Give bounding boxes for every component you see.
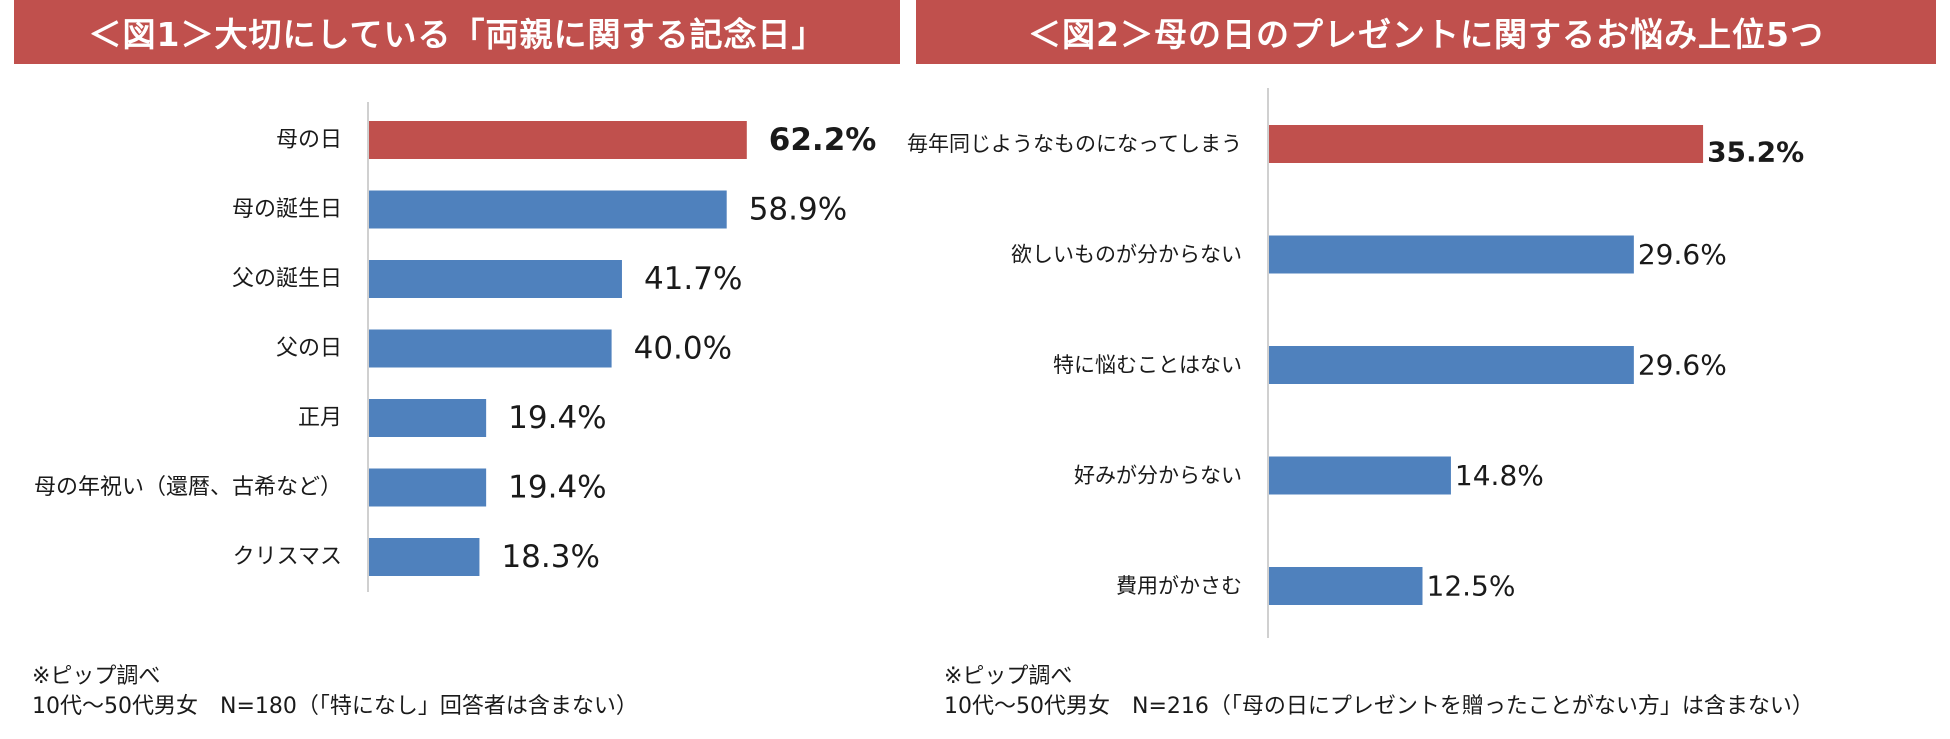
chart-1-bar-3: [368, 329, 612, 368]
chart-1-category-label-6: クリスマス: [233, 545, 342, 570]
chart-2-value-label-2: 29.6%: [1638, 349, 1727, 382]
chart-2-category-label-2: 特に悩むことはない: [1053, 353, 1242, 377]
chart-2-value-label-1: 29.6%: [1638, 238, 1727, 271]
chart-2-bar-1: [1268, 235, 1634, 274]
chart-2-title-banner: ＜図2＞母の日のプレゼントに関するお悩み上位5つ: [916, 0, 1936, 64]
chart-1-value-label-2: 41.7%: [644, 261, 742, 297]
chart-1-notes: ※ピップ調べ 10代～50代男女 N=180（「特になし」回答者は含まない）: [32, 662, 638, 722]
chart-2-category-label-0: 毎年同じようなものになってしまう: [907, 132, 1242, 156]
chart-1-bar-2: [368, 260, 622, 298]
chart-1-category-label-5: 母の年祝い（還暦、古希など）: [34, 475, 342, 500]
chart-2-value-label-0: 35.2%: [1707, 136, 1804, 169]
chart-1-value-label-4: 19.4%: [508, 400, 606, 436]
chart-1-sample-note: 10代～50代男女 N=180（「特になし」回答者は含まない）: [32, 694, 638, 719]
chart-2-bar-3: [1268, 456, 1451, 495]
chart-2-bar-4: [1268, 567, 1423, 605]
chart-1-category-label-1: 母の誕生日: [232, 197, 342, 222]
chart-1-category-label-3: 父の日: [276, 336, 342, 361]
chart-1-value-label-5: 19.4%: [508, 470, 606, 506]
chart-1-title-banner: ＜図1＞大切にしている「両親に関する記念日」: [14, 0, 900, 64]
chart-2-source-note: ※ピップ調べ: [944, 664, 1073, 689]
chart-1-value-label-3: 40.0%: [634, 331, 732, 367]
chart-2-category-label-1: 欲しいものが分からない: [1011, 243, 1242, 267]
chart-1-value-label-1: 58.9%: [749, 192, 847, 228]
chart-1-category-label-2: 父の誕生日: [232, 267, 342, 292]
chart-1-value-label-0: 62.2%: [769, 122, 877, 158]
chart-2-category-label-4: 費用がかさむ: [1116, 574, 1242, 598]
chart-2-bar-0: [1268, 125, 1704, 163]
chart-1-bar-4: [368, 399, 487, 437]
chart-1-bar-6: [368, 538, 480, 576]
chart-1-category-label-0: 母の日: [276, 128, 342, 153]
chart-1-bar-1: [368, 190, 727, 229]
chart-2-category-label-3: 好みが分からない: [1074, 464, 1242, 488]
chart-2-value-label-4: 12.5%: [1427, 570, 1516, 603]
chart-2-notes: ※ピップ調べ 10代～50代男女 N=216（「母の日にプレゼントを贈ったことが…: [944, 662, 1814, 722]
chart-1-bar-5: [368, 468, 487, 507]
chart-2-bar-2: [1268, 346, 1634, 384]
chart-1-source-note: ※ピップ調べ: [32, 664, 161, 689]
chart-1-bar-0: [368, 121, 747, 159]
chart-1-value-label-6: 18.3%: [501, 539, 599, 575]
chart-2-sample-note: 10代～50代男女 N=216（「母の日にプレゼントを贈ったことがない方」は含ま…: [944, 694, 1814, 719]
chart-1-category-label-4: 正月: [298, 406, 342, 431]
chart-2-value-label-3: 14.8%: [1455, 459, 1544, 492]
